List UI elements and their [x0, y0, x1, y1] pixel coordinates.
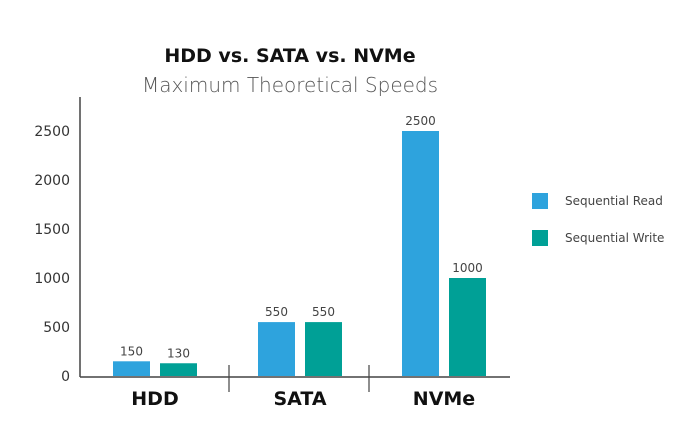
category-label: NVMe: [413, 388, 475, 410]
legend-label: Sequential Write: [565, 231, 664, 245]
legend-swatch: [532, 230, 548, 246]
y-tick-label: 1500: [34, 222, 70, 238]
bar: [258, 322, 295, 376]
y-tick-label: 500: [43, 320, 70, 336]
bar: [402, 131, 439, 376]
category-label: SATA: [273, 388, 326, 410]
bar: [449, 278, 486, 376]
data-label: 130: [167, 346, 190, 360]
data-label: 1000: [452, 261, 483, 275]
data-label: 150: [120, 344, 143, 358]
category-label: HDD: [131, 388, 178, 410]
legend-swatch: [532, 193, 548, 209]
bar: [160, 363, 197, 376]
data-label: 550: [312, 305, 335, 319]
y-tick-label: 2500: [34, 124, 70, 140]
y-tick-label: 0: [61, 369, 70, 385]
y-tick-label: 2000: [34, 173, 70, 189]
chart-title: HDD vs. SATA vs. NVMe: [164, 45, 415, 67]
chart-subtitle: Maximum Theoretical Speeds: [142, 73, 438, 97]
data-label: 2500: [405, 114, 436, 128]
data-label: 550: [265, 305, 288, 319]
bar: [305, 322, 342, 376]
legend-label: Sequential Read: [565, 194, 663, 208]
bar: [113, 361, 150, 376]
y-tick-label: 1000: [34, 271, 70, 287]
